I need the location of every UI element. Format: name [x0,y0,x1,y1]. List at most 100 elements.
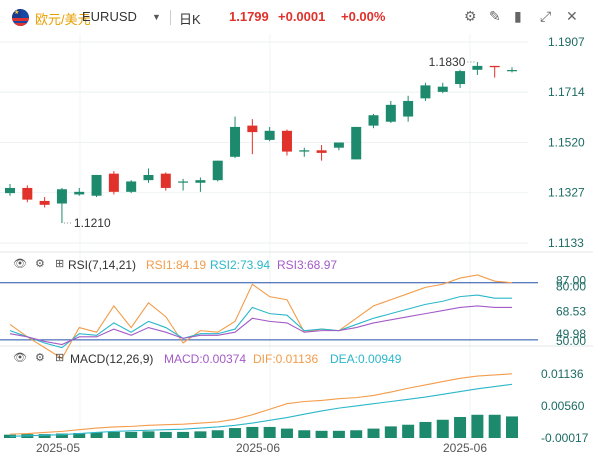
rsi-axis-label: 68.53 [556,304,586,318]
macd-bar [211,430,224,438]
high-label: 1.1830 [429,55,466,69]
panel-icon[interactable]: ⊞ [55,258,65,270]
macd-bar [436,419,449,438]
rsi-line-RSI2 [9,294,512,349]
dea-line [9,383,513,437]
candle-body [507,70,517,72]
eye-icon[interactable]: 👁 [13,352,27,364]
dea-legend: DEA:0.00949 [330,352,402,366]
candle-body [281,130,292,152]
price-axis-label: 1.1907 [548,35,585,49]
macd-bar [402,424,415,438]
candle-body [108,173,119,192]
price-axis-label: 1.1133 [548,236,584,250]
date-axis-label: 2025-06 [236,441,280,455]
chevron-down-icon[interactable]: ▼ [152,12,161,22]
eu-us-flag-icon: ★ [12,9,29,26]
macd-bar [125,431,138,438]
candle-body [126,181,137,192]
candle-body [230,126,241,157]
rsi-line-RSI3 [9,305,512,346]
candle-body [403,100,414,117]
macd-bar [194,431,207,438]
rsi-title: RSI(7,14,21) [68,258,137,272]
macd-bar [350,430,363,438]
candle-body [489,65,500,68]
candle-body [56,189,67,204]
rsi-line-RSI1 [9,274,513,360]
macd-bar [506,416,518,438]
macd-bar [73,433,86,438]
macd-bar [38,434,51,438]
symbol-code[interactable]: EURUSD [82,9,137,24]
candle-body [368,115,379,126]
dif-line [9,373,513,435]
candle-body [472,65,483,70]
macd-bar [488,414,501,438]
candle-body [437,86,448,92]
price-axis-label: 1.1327 [548,186,585,200]
macd-axis-label: -0.00017 [541,431,589,445]
settings-icon[interactable]: ⚙ [464,8,477,24]
candle-body [333,142,344,148]
date-axis-label: 2025-06 [443,441,487,455]
chart-header: ★ 欧元/美元 EURUSD ▼ 日K 1.1799 +0.0001 +0.00… [0,0,593,34]
settings-icon[interactable]: ⚙ [35,352,45,364]
candle-body [264,130,275,140]
macd-bar [246,426,259,438]
candle-body [91,174,102,196]
rsi-axis-label: 49.98 [556,327,586,341]
rsi3-legend: RSI3:68.97 [277,258,338,272]
period-selector[interactable]: 日K [179,12,201,27]
macd-bar [90,432,103,438]
divider [170,10,171,25]
candle-body [178,181,189,183]
candle-body [420,85,431,99]
macd-bar [159,431,172,438]
macd-legend: MACD:0.00374 [164,352,247,366]
date-axis-label: 2025-05 [36,441,80,455]
candle-body [316,150,327,153]
candle-body [195,180,206,183]
candle-body [5,187,15,194]
expand-icon[interactable]: ⤢ [540,8,552,24]
macd-bar [280,428,293,438]
candle-body [160,173,171,188]
candle-body [385,104,396,122]
macd-bar [384,426,397,438]
settings-icon[interactable]: ⚙ [35,258,45,270]
macd-title: MACD(12,26,9) [70,352,154,366]
candle-body [212,160,223,181]
price-change: +0.0001 [278,9,326,24]
candle-body [74,191,85,195]
eye-icon[interactable]: 👁 [13,258,27,270]
symbol-name[interactable]: 欧元/美元 [35,12,91,27]
indicator-icon[interactable]: ▮ [514,8,522,24]
candle-body [299,150,310,152]
candle-body [22,187,33,200]
rsi-axis-label: 87.00 [556,274,586,288]
candle-body [455,71,466,85]
macd-bar [454,416,467,438]
price-axis-label: 1.1714 [548,85,585,99]
macd-bar [315,430,328,438]
macd-bar [142,431,155,438]
candle-body [143,174,154,181]
rsi-axis-label: 80.00 [556,280,586,294]
dif-legend: DIF:0.01136 [253,352,319,366]
candle-body [247,125,258,133]
price-axis-label: 1.1520 [548,136,585,150]
panel-icon[interactable]: ⊞ [55,352,65,364]
draw-icon[interactable]: ✎ [489,8,501,24]
macd-bar [229,428,242,438]
macd-bar [177,431,190,438]
macd-bar [471,414,484,438]
macd-axis-label: 0.01136 [541,367,584,381]
macd-bar [419,421,432,438]
close-icon[interactable]: ✕ [566,8,578,24]
candle-body [351,126,362,160]
candle-body [39,200,50,205]
macd-bar [55,433,68,438]
macd-bar [332,430,345,438]
